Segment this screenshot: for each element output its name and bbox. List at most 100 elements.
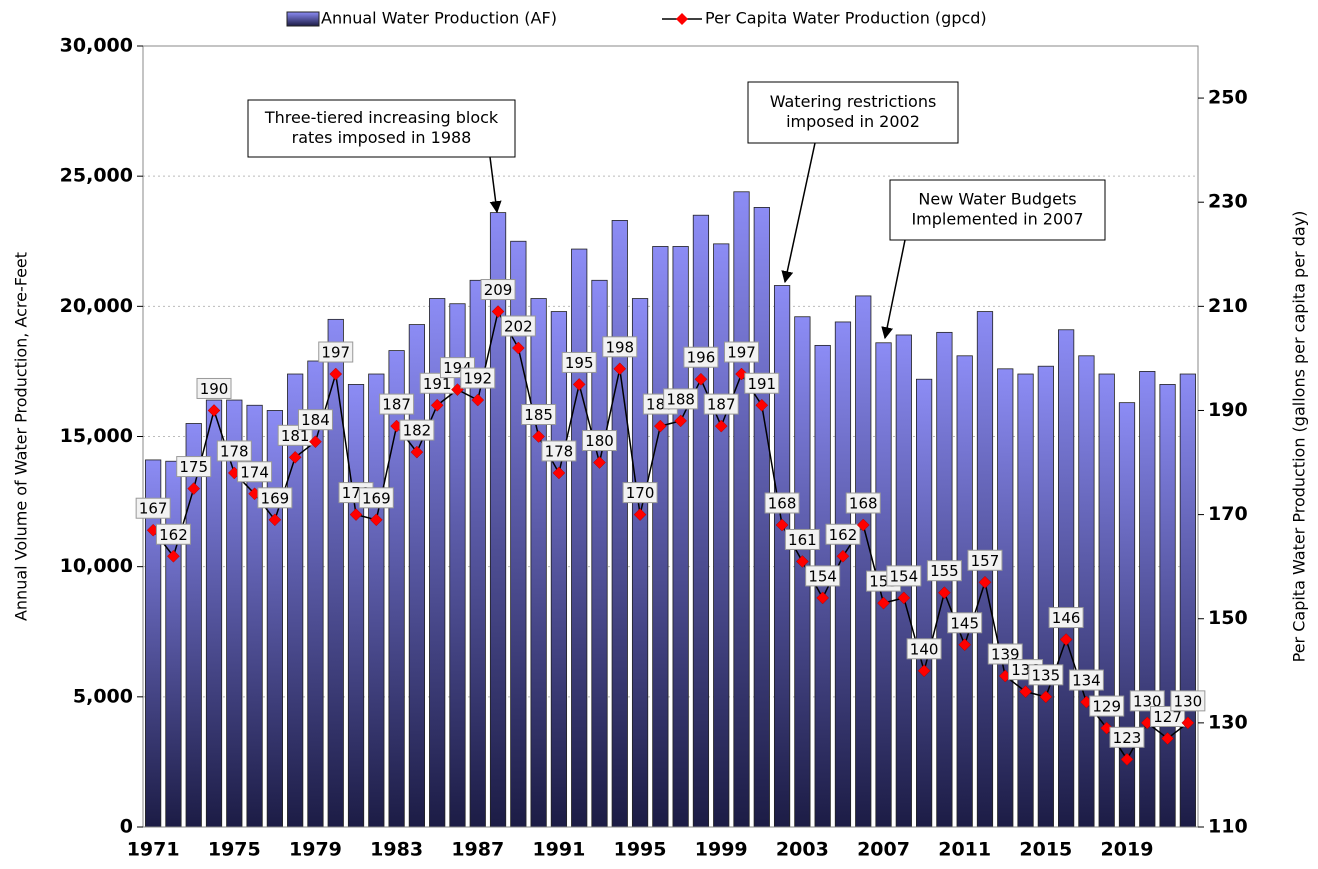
data-label-box — [521, 404, 557, 425]
data-label-box — [947, 612, 983, 634]
annotation-arrow — [781, 142, 816, 284]
data-label-text: 168 — [849, 495, 878, 513]
data-label-text: 157 — [971, 552, 1000, 570]
data-label-text: 175 — [179, 458, 208, 476]
data-label-text: 197 — [727, 344, 756, 362]
data-label: 181 — [277, 424, 313, 446]
data-label-text: 130 — [1133, 692, 1162, 710]
annotation-box — [889, 179, 1106, 241]
data-label-box — [926, 560, 962, 582]
bar — [1159, 384, 1176, 828]
data-label-text: 178 — [220, 442, 249, 460]
marker — [410, 445, 424, 459]
marker — [714, 419, 728, 433]
marker — [836, 549, 850, 563]
data-label-text: 134 — [1072, 672, 1101, 690]
x-tick-label: 1991 — [532, 839, 585, 861]
x-tick-label: 1983 — [370, 839, 423, 861]
data-label-box — [196, 377, 232, 399]
bar — [1179, 373, 1196, 828]
data-label: 168 — [845, 492, 881, 514]
data-label: 130 — [1129, 690, 1165, 712]
data-label-box — [460, 367, 496, 389]
bar — [672, 246, 689, 828]
data-label-box — [1048, 607, 1084, 629]
data-label-text: 202 — [504, 317, 533, 335]
data-label: 161 — [784, 528, 820, 550]
data-label: 134 — [1068, 669, 1104, 691]
marker — [856, 518, 870, 532]
data-label-text: 192 — [463, 370, 492, 388]
data-label-box — [480, 279, 516, 301]
bar — [997, 368, 1014, 828]
data-label: 154 — [886, 565, 922, 587]
data-label: 197 — [724, 341, 760, 363]
data-label-box — [237, 461, 273, 483]
data-label-text: 168 — [768, 495, 797, 513]
data-label: 129 — [1089, 695, 1125, 717]
data-label: 157 — [967, 549, 1003, 571]
data-label-box — [541, 440, 577, 462]
data-label-text: 181 — [281, 427, 310, 445]
data-label-box — [155, 523, 191, 545]
data-label: 168 — [764, 492, 800, 514]
annotation-text: Three-tiered increasing block — [264, 108, 499, 127]
marker — [552, 466, 566, 480]
data-label-text: 167 — [139, 500, 168, 518]
y2-tick-label: 130 — [1208, 711, 1248, 733]
data-label-box — [318, 341, 354, 363]
marker — [897, 591, 911, 605]
annotation-text: New Water Budgets — [918, 190, 1076, 209]
data-label: 123 — [1109, 726, 1145, 748]
marker — [694, 372, 708, 386]
x-tick-label: 1979 — [289, 839, 342, 861]
annotation-text: Implemented in 2007 — [911, 210, 1083, 229]
x-tick-label: 2007 — [857, 839, 910, 861]
data-label-box — [135, 497, 171, 519]
data-label-text: 170 — [626, 484, 655, 502]
data-label-box — [967, 549, 1003, 571]
data-label: 162 — [825, 523, 861, 545]
data-label: 180 — [581, 430, 617, 452]
annotation-box — [747, 81, 959, 144]
bar — [652, 246, 669, 828]
data-label-text: 162 — [829, 526, 858, 544]
data-label-text: 123 — [1113, 729, 1142, 747]
data-label-box — [825, 523, 861, 545]
marker — [288, 450, 302, 464]
annotation-box — [247, 99, 516, 158]
annotation-text: imposed in 2002 — [786, 112, 920, 131]
marker — [674, 414, 687, 428]
data-label-text: 135 — [1032, 666, 1061, 684]
marker — [309, 435, 322, 449]
data-label: 190 — [196, 377, 232, 399]
data-label: 167 — [135, 497, 171, 519]
y-tick-label: 30,000 — [60, 35, 133, 57]
x-tick-label: 1995 — [614, 839, 667, 861]
bar — [530, 298, 547, 828]
data-label-text: 130 — [1174, 692, 1203, 710]
bar — [855, 295, 872, 828]
data-label-text: 182 — [403, 422, 432, 440]
data-label-text: 195 — [565, 354, 594, 372]
y-axis-label: Annual Volume of Water Production, Acre-… — [12, 252, 31, 621]
y-tick-label: 0 — [120, 816, 133, 838]
y2-tick-label: 210 — [1208, 295, 1248, 317]
data-label-box — [379, 393, 415, 415]
annotation-arrow — [489, 156, 502, 214]
data-label-box — [622, 482, 658, 504]
marker — [613, 362, 627, 376]
data-label-text: 140 — [910, 640, 939, 658]
data-label-text: 127 — [1153, 708, 1182, 726]
data-label-box — [358, 487, 394, 509]
data-label: 187 — [379, 393, 415, 415]
data-label-box — [216, 440, 252, 462]
marker — [593, 456, 606, 469]
data-label-box — [277, 424, 313, 446]
data-label: 145 — [947, 612, 983, 634]
data-label-box — [1150, 705, 1186, 727]
